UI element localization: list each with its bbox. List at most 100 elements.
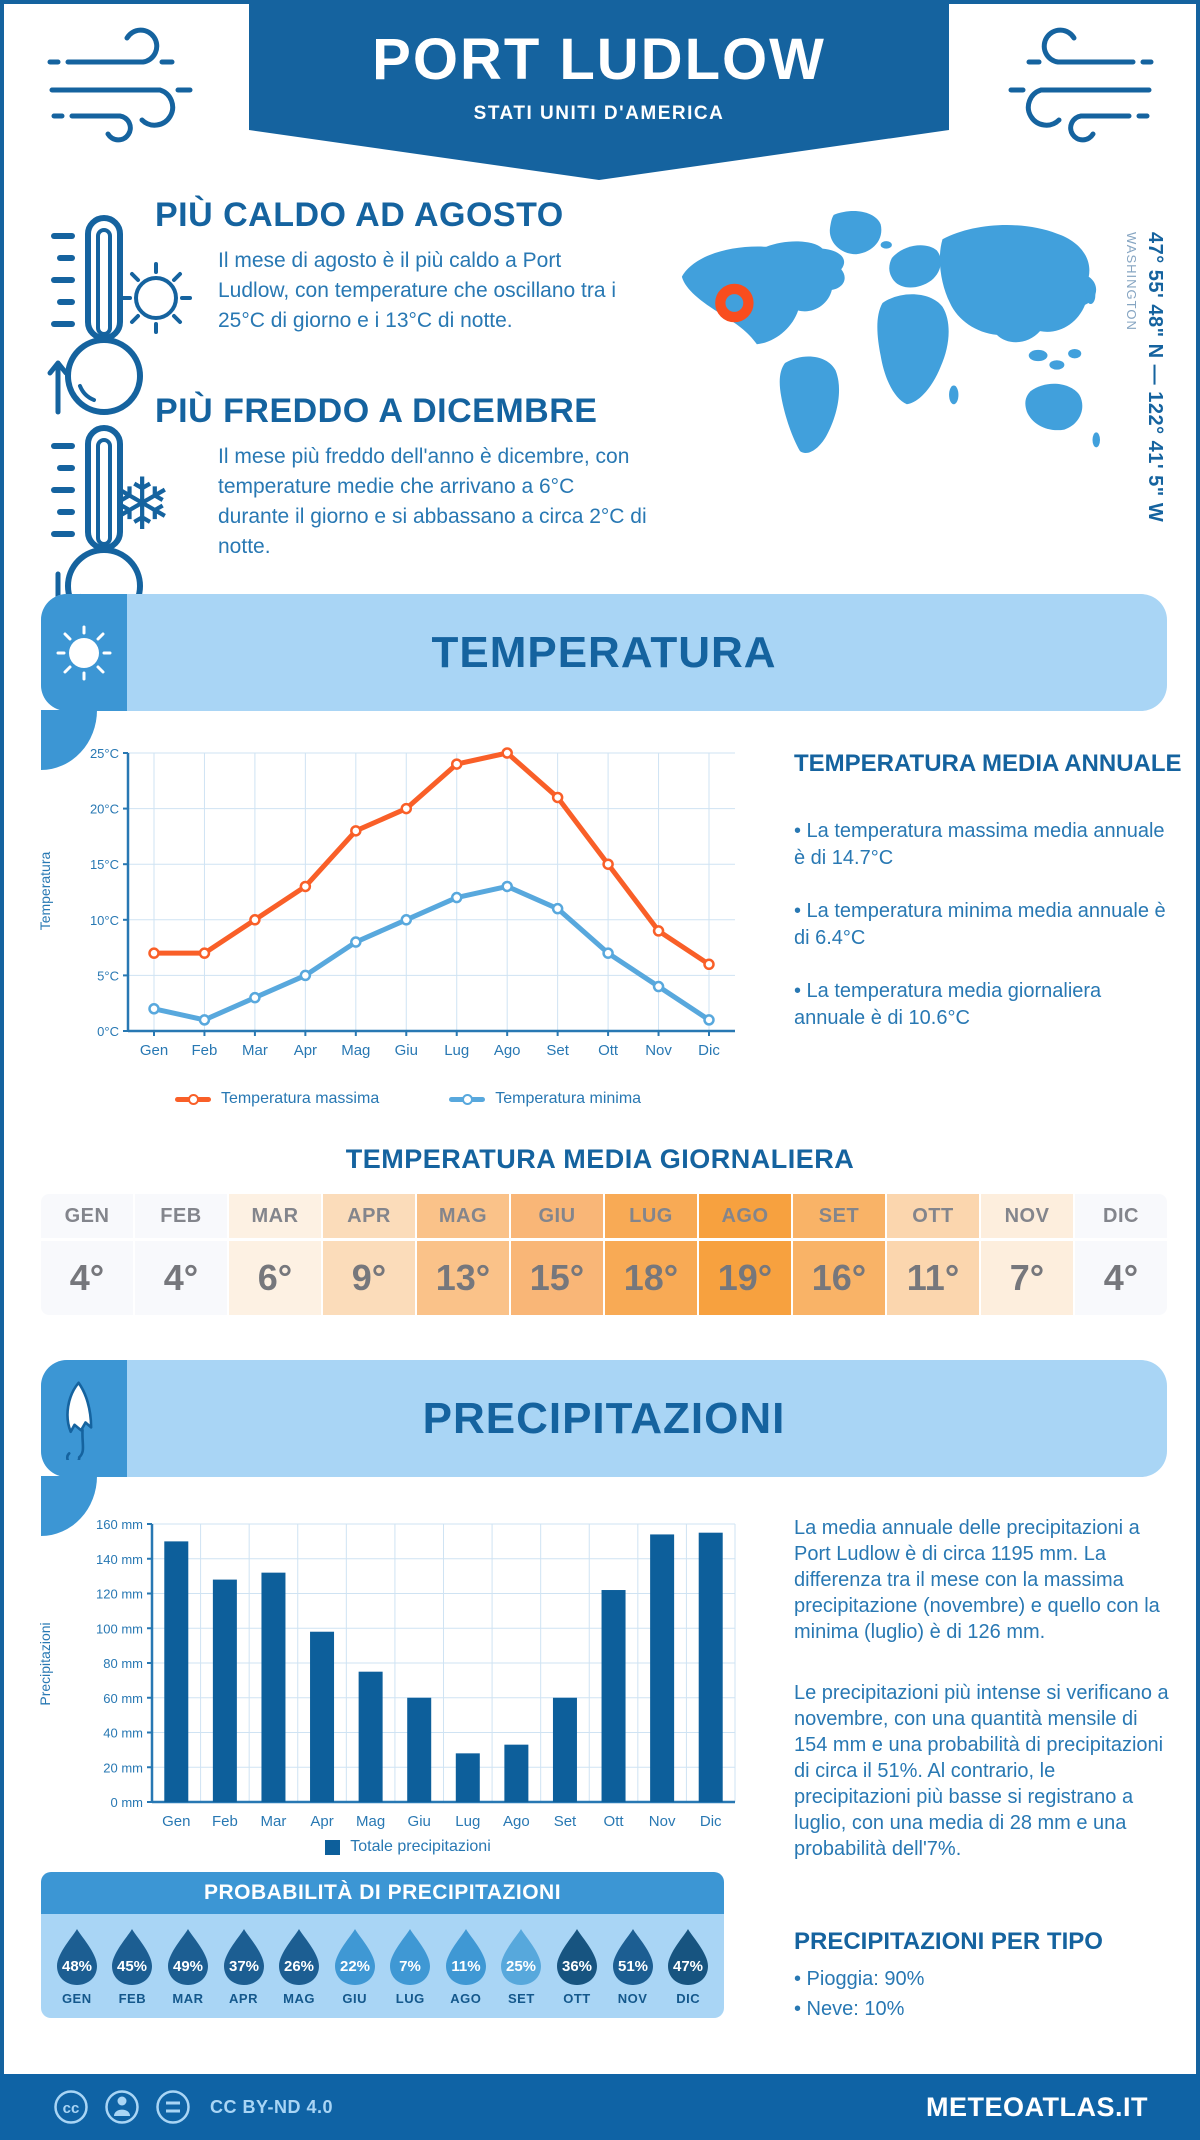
legend-item-max: Temperatura massima: [174, 1090, 379, 1108]
probability-drop-dic: 47% DIC: [662, 1926, 714, 2006]
raindrop-icon: 36%: [556, 1929, 597, 1985]
month-cell-value: 6°: [229, 1241, 321, 1315]
page-border-left: [0, 0, 4, 2140]
cold-month-title: PIÙ FREDDO A DICEMBRE: [155, 392, 598, 430]
month-cell-value: 19°: [699, 1241, 791, 1315]
month-cell-header: FEB: [135, 1194, 227, 1238]
page-title: PORT LUDLOW: [372, 27, 826, 92]
precipitation-type-title: PRECIPITAZIONI PER TIPO: [794, 1928, 1103, 1955]
svg-text:20 mm: 20 mm: [103, 1760, 143, 1775]
drop-month-label: MAG: [283, 1991, 316, 2006]
svg-text:Apr: Apr: [310, 1813, 333, 1830]
raindrop-icon: 22%: [334, 1929, 375, 1985]
month-cell-apr: APR 9°: [323, 1194, 415, 1315]
title-banner-point: [249, 130, 949, 180]
svg-text:Ott: Ott: [604, 1813, 625, 1830]
svg-text:Feb: Feb: [192, 1042, 218, 1059]
svg-text:10°C: 10°C: [90, 913, 119, 928]
precipitation-section-banner: PRECIPITAZIONI: [41, 1360, 1167, 1536]
annual-bullet-daily: • La temperatura media giornaliera annua…: [794, 980, 1102, 1029]
svg-text:120 mm: 120 mm: [96, 1587, 143, 1602]
map-continents: [681, 211, 1100, 454]
coordinates-block: WASHINGTON 47° 55' 48" N — 122° 41' 5" W: [1124, 232, 1166, 542]
svg-text:Apr: Apr: [294, 1042, 317, 1059]
month-cell-header: DIC: [1075, 1194, 1167, 1238]
svg-text:Mag: Mag: [356, 1813, 385, 1830]
month-cell-value: 7°: [981, 1241, 1073, 1315]
temperature-legend: Temperatura massima Temperatura minima: [68, 1090, 748, 1108]
month-cell-header: GEN: [41, 1194, 133, 1238]
legend-total-label: Totale precipitazioni: [350, 1838, 491, 1855]
svg-text:11%: 11%: [451, 1958, 480, 1975]
month-cell-value: 4°: [1075, 1241, 1167, 1315]
month-cell-dic: DIC 4°: [1075, 1194, 1167, 1315]
month-cell-feb: FEB 4°: [135, 1194, 227, 1315]
drop-month-label: OTT: [563, 1991, 591, 2006]
svg-text:26%: 26%: [284, 1958, 314, 1975]
legend-min-marker: [449, 1093, 486, 1105]
location-marker: [715, 283, 754, 323]
month-cell-value: 16°: [793, 1241, 885, 1315]
thermometer-cold-icon: [47, 425, 143, 626]
precipitation-paragraph-2: Le precipitazioni più intense si verific…: [794, 1682, 1169, 1860]
precipitation-probability-panel: PROBABILITÀ DI PRECIPITAZIONI 48% GEN 45% F…: [41, 1872, 724, 2018]
svg-text:15°C: 15°C: [90, 857, 119, 872]
svg-text:22%: 22%: [340, 1958, 370, 1975]
svg-text:Ott: Ott: [598, 1042, 619, 1059]
svg-text:40 mm: 40 mm: [103, 1726, 143, 1741]
month-cell-header: LUG: [605, 1194, 697, 1238]
attribution-person-icon: [105, 2090, 139, 2124]
page-subtitle: STATI UNITI D'AMERICA: [473, 103, 725, 124]
page-border-top: [0, 0, 1200, 4]
license-icons: cc: [52, 2088, 192, 2126]
drop-month-label: GIU: [342, 1991, 367, 2006]
legend-min-label: Temperatura minima: [495, 1090, 642, 1107]
month-cell-gen: GEN 4°: [41, 1194, 133, 1315]
raindrop-icon: 51%: [612, 1929, 653, 1985]
probability-drop-mag: 26% MAG: [273, 1926, 325, 2006]
svg-text:51%: 51%: [618, 1958, 648, 1975]
svg-text:37%: 37%: [229, 1958, 259, 1975]
hot-month-title: PIÙ CALDO AD AGOSTO: [155, 196, 564, 234]
svg-text:25%: 25%: [506, 1958, 536, 1975]
drop-month-label: LUG: [395, 1991, 425, 2006]
svg-text:25°C: 25°C: [90, 746, 119, 761]
raindrop-icon: 48%: [56, 1929, 97, 1985]
svg-text:60 mm: 60 mm: [103, 1691, 143, 1706]
title-banner: PORT LUDLOW STATI UNITI D'AMERICA: [249, 0, 949, 130]
page-border-right: [1196, 0, 1200, 2140]
month-cell-header: OTT: [887, 1194, 979, 1238]
annual-bullet-max: • La temperatura massima media annuale è…: [794, 820, 1165, 869]
month-cell-nov: NOV 7°: [981, 1194, 1073, 1315]
probability-drop-apr: 37% APR: [218, 1926, 270, 2006]
month-cell-value: 13°: [417, 1241, 509, 1315]
month-cell-header: NOV: [981, 1194, 1073, 1238]
region-label: WASHINGTON: [1124, 232, 1139, 331]
precipitation-type-snow: • Neve: 10%: [794, 1998, 905, 2020]
annual-bullet-min: • La temperatura minima media annuale è …: [794, 900, 1166, 949]
svg-text:Mar: Mar: [261, 1813, 287, 1830]
month-cell-set: SET 16°: [793, 1194, 885, 1315]
wind-icon: [1008, 27, 1154, 143]
banner-umbrella-cap: [41, 1360, 127, 1477]
svg-text:Giu: Giu: [408, 1813, 431, 1830]
raindrop-icon: 37%: [223, 1929, 264, 1985]
svg-text:80 mm: 80 mm: [103, 1656, 143, 1671]
svg-text:160 mm: 160 mm: [96, 1517, 143, 1532]
month-cell-mar: MAR 6°: [229, 1194, 321, 1315]
sun-white-icon: [56, 625, 112, 680]
month-cell-header: MAG: [417, 1194, 509, 1238]
temperature-line-chart: 0°C 5°C 10°C 15°C 20°C 25°C Gen Feb Mar Apr Mag Giu…: [90, 746, 735, 1059]
probability-drop-gen: 48% GEN: [51, 1926, 103, 2006]
probability-drop-nov: 51% NOV: [607, 1926, 659, 2006]
month-cell-mag: MAG 13°: [417, 1194, 509, 1315]
cc-icon: cc: [54, 2090, 88, 2124]
probability-drop-lug: 7% LUG: [384, 1926, 436, 2006]
svg-text:Giu: Giu: [395, 1042, 418, 1059]
svg-text:Set: Set: [546, 1042, 569, 1059]
coordinates-label: 47° 55' 48" N — 122° 41' 5" W: [1144, 232, 1166, 523]
raindrop-icon: 49%: [167, 1929, 208, 1985]
temp-chart-ylabel: Temperatura: [37, 851, 53, 931]
probability-droplets: 48% GEN 45% FEB 49% MAR 37% APR 26% MAG 22% GIU 7% LU…: [41, 1914, 724, 2018]
